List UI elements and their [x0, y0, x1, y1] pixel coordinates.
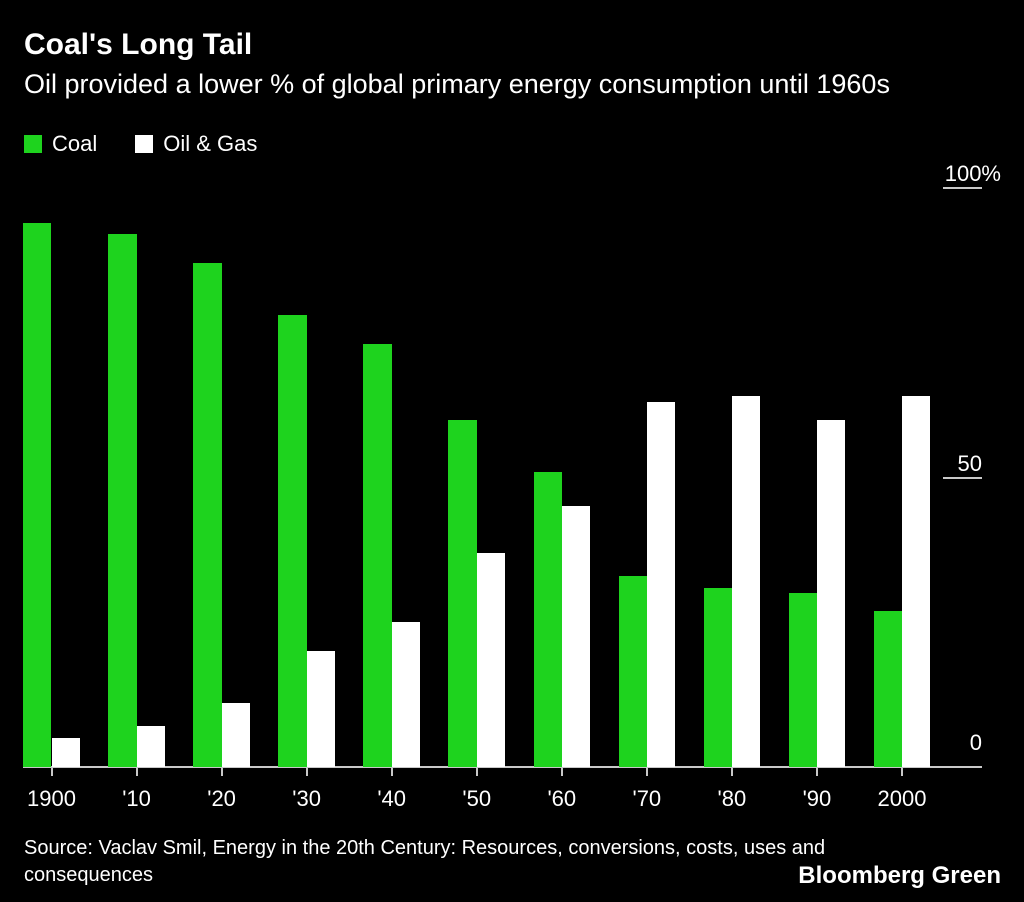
bar-coal-60: [533, 471, 562, 767]
x-tick-90: [815, 767, 818, 776]
coal-swatch-icon: [24, 135, 42, 153]
chart-subtitle: Oil provided a lower % of global primary…: [24, 69, 890, 99]
legend: Coal Oil & Gas: [24, 131, 257, 157]
bar-oil-gas-40: [391, 622, 420, 767]
y-tick-line-50: [943, 476, 982, 479]
x-tick-50: [475, 767, 478, 776]
bar-oil-gas-2000: [902, 396, 931, 767]
x-tick-60: [560, 767, 563, 776]
x-tick-40: [390, 767, 393, 776]
y-tick-label-50: 50: [957, 450, 982, 476]
bar-oil-gas-60: [561, 506, 591, 767]
x-tick-label-60: '60: [547, 786, 577, 811]
x-tick-80: [730, 767, 733, 776]
bar-oil-gas-50: [476, 552, 506, 767]
bar-coal-2000: [873, 610, 902, 767]
x-tick-70: [645, 767, 648, 776]
bar-oil-gas-20: [221, 703, 250, 767]
legend-label-coal: Coal: [52, 131, 98, 156]
bar-oil-gas-1900: [51, 738, 80, 767]
x-tick-30: [305, 767, 308, 776]
x-tick-10: [135, 767, 138, 776]
x-tick-20: [220, 767, 223, 776]
x-tick-label-50: '50: [462, 786, 492, 811]
bar-coal-80: [703, 587, 732, 767]
x-tick-label-20: '20: [207, 786, 236, 811]
x-tick-1900: [50, 767, 53, 776]
bar-coal-50: [448, 419, 477, 767]
x-tick-label-10: '10: [122, 786, 151, 811]
oil-gas-swatch-icon: [135, 135, 154, 153]
y-tick-line-100: [943, 187, 982, 189]
x-tick-2000: [901, 767, 903, 776]
x-tick-label-90: '90: [802, 786, 832, 811]
bar-coal-20: [193, 263, 222, 767]
bar-oil-gas-10: [136, 726, 165, 767]
bar-oil-gas-70: [646, 402, 676, 767]
chart-title: Coal's Long Tail: [24, 28, 253, 61]
bar-coal-30: [278, 315, 307, 767]
bar-oil-gas-30: [306, 651, 335, 767]
x-tick-label-1900: 1900: [27, 786, 76, 811]
legend-item-coal: Coal: [24, 131, 97, 157]
bar-coal-70: [618, 575, 647, 767]
bar-coal-10: [108, 234, 137, 767]
y-tick-label-100: 100%: [944, 161, 1001, 186]
source-note: Source: Vaclav Smil, Energy in the 20th …: [24, 837, 826, 886]
bar-oil-gas-80: [731, 396, 761, 767]
x-axis-line: [23, 766, 982, 768]
bar-coal-90: [788, 593, 817, 767]
x-tick-label-2000: 2000: [877, 786, 927, 811]
x-tick-label-40: '40: [377, 786, 407, 811]
bar-coal-40: [363, 344, 392, 767]
legend-item-oil-gas: Oil & Gas: [135, 131, 257, 157]
legend-label-oil-gas: Oil & Gas: [163, 131, 258, 156]
x-tick-label-70: '70: [632, 786, 662, 811]
bloomberg-green-logo: Bloomberg Green: [798, 862, 1001, 889]
x-tick-label-30: '30: [292, 786, 321, 811]
bar-oil-gas-90: [816, 419, 846, 767]
bar-coal-1900: [23, 222, 52, 767]
x-tick-label-80: '80: [717, 786, 747, 811]
y-tick-label-0: 0: [969, 730, 982, 755]
